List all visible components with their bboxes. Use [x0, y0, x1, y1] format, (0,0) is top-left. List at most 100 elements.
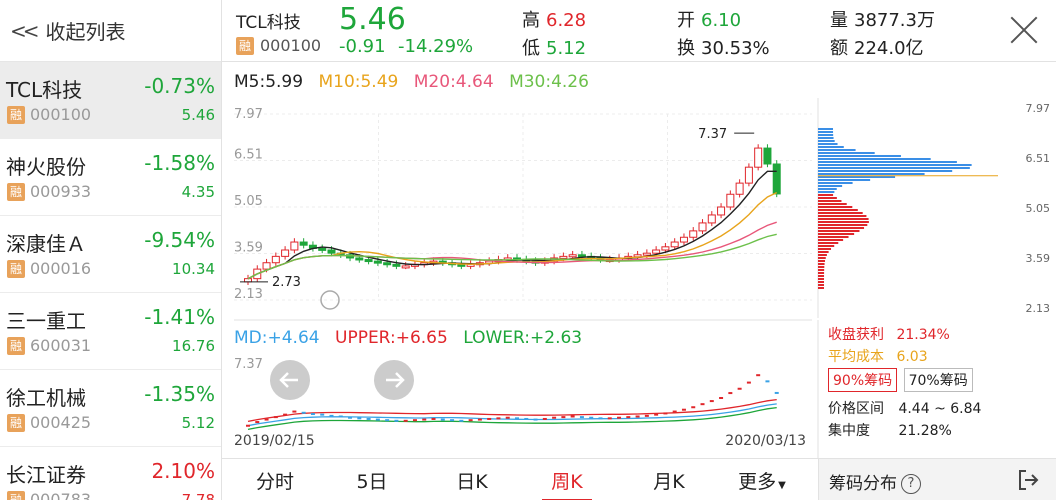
- chip-bar: [818, 173, 925, 175]
- candle-body: [642, 252, 651, 256]
- candle-body: [568, 254, 577, 258]
- chip-bar: [818, 182, 853, 184]
- candle-body: [364, 259, 373, 263]
- kline-chart[interactable]: 7.97 6.51 5.05 3.59 2.13 7.37 2.73 7.97 6.51 5.05…: [222, 62, 1056, 458]
- watchlist-item-name: 长江证券: [6, 463, 86, 487]
- dropdown-triangle-icon: ▼: [778, 480, 786, 491]
- candle-body: [698, 222, 707, 232]
- margin-badge: 融: [7, 106, 25, 124]
- tab-daily-k[interactable]: 日K: [456, 471, 488, 493]
- tab-more[interactable]: 更多 ▼: [738, 471, 786, 493]
- watchlist-item-pct: -0.73%: [144, 74, 215, 98]
- chip-tick-label: 7.97: [1026, 102, 1051, 115]
- chip-bar: [818, 176, 896, 178]
- candle-body: [717, 206, 726, 216]
- chip-bar: [818, 248, 832, 250]
- candle-body: [262, 262, 271, 270]
- watchlist-item[interactable]: 三一重工 -1.41% 融 600031 16.76: [0, 293, 221, 370]
- chip-distribution-button[interactable]: 筹码分布?: [818, 459, 1056, 500]
- candle-body: [327, 249, 336, 254]
- price-range-row: 价格区间 4.44 ~ 6.84: [828, 401, 982, 417]
- ma5-line: [247, 170, 777, 280]
- chip-bar: [818, 260, 826, 262]
- chip-bar: [818, 209, 858, 211]
- candle-body: [318, 247, 327, 251]
- candle-body: [726, 193, 735, 208]
- chart-left-arrow-glyph: [279, 372, 298, 388]
- chip-bar: [818, 179, 871, 181]
- tab-70-chips[interactable]: 70%筹码: [903, 368, 973, 392]
- chip-bar: [818, 287, 825, 289]
- tab-90-chips[interactable]: 90%筹码: [828, 368, 898, 392]
- avg-cost-row: 平均成本 6.03: [828, 349, 928, 365]
- chip-bar: [818, 233, 855, 235]
- exit-icon[interactable]: [1016, 468, 1040, 492]
- chip-stats-panel: 收盘获利 21.34% 平均成本 6.03 90%筹码 70%筹码 价格区间 4…: [818, 320, 1056, 458]
- candle-body: [559, 255, 568, 259]
- close-icon[interactable]: [1008, 14, 1040, 46]
- watchlist-item-name: 徐工机械: [6, 386, 86, 410]
- chip-bar: [818, 239, 844, 241]
- ma10-line: [247, 191, 778, 280]
- low-stat: 低 5.12: [522, 38, 587, 59]
- watchlist: TCL科技 -0.73% 融 000100 5.46 神火股份 -1.58% 融 000933 4…: [0, 62, 221, 500]
- tab-5day[interactable]: 5日: [356, 471, 388, 493]
- high-price-annotation: 7.37: [698, 127, 727, 142]
- watchlist-item[interactable]: 神火股份 -1.58% 融 000933 4.35: [0, 139, 221, 216]
- price-change-pct: -14.29%: [398, 36, 474, 57]
- chip-bar: [818, 206, 853, 208]
- watchlist-item-price: 4.35: [181, 183, 215, 201]
- tab-monthly-k[interactable]: 月K: [653, 471, 685, 493]
- watchlist-item[interactable]: 徐工机械 -1.35% 融 000425 5.12: [0, 370, 221, 447]
- price-tick-label: 7.97: [234, 107, 263, 122]
- date-end-label: 2020/03/13: [725, 433, 806, 449]
- lower-label: LOWER:+2.63: [463, 328, 583, 348]
- watchlist-item[interactable]: 深康佳Ａ -9.54% 融 000016 10.34: [0, 216, 221, 293]
- chip-bar: [818, 215, 867, 217]
- margin-badge: 融: [7, 260, 25, 278]
- watchlist-item-pct: 2.10%: [151, 459, 215, 483]
- margin-badge: 融: [7, 414, 25, 432]
- lower-band: [247, 406, 777, 431]
- price-tick-label: 3.59: [234, 241, 263, 256]
- help-icon[interactable]: ?: [901, 474, 921, 494]
- period-tabs: 分时 5日 日K 周K 月K 更多 ▼ 筹码分布?: [222, 458, 1056, 500]
- ma20-line: [247, 221, 777, 280]
- candle-body: [707, 214, 716, 224]
- ma-legend: M5:5.99 M10:5.49 M20:4.64 M30:4.26: [234, 72, 599, 92]
- watchlist-item-price: 5.46: [181, 106, 215, 124]
- watchlist-item-code: 000100: [30, 105, 92, 124]
- chip-tabs: 90%筹码 70%筹码: [828, 368, 975, 392]
- chip-bar: [818, 284, 825, 286]
- watchlist-item-name: 神火股份: [6, 155, 86, 179]
- candle-body: [373, 260, 382, 264]
- candle-body: [772, 163, 781, 195]
- md-line: [247, 403, 777, 427]
- tab-weekly-k[interactable]: 周K: [532, 467, 602, 500]
- chip-bar: [818, 221, 869, 223]
- chip-bar: [818, 275, 825, 277]
- chip-bar: [818, 245, 835, 247]
- chip-bar: [818, 170, 953, 172]
- chip-bar: [818, 251, 829, 253]
- watchlist-item-code: 000933: [30, 182, 92, 201]
- candle-body: [652, 249, 661, 254]
- watchlist-item[interactable]: TCL科技 -0.73% 融 000100 5.46: [0, 62, 221, 139]
- chip-bar: [818, 140, 835, 142]
- candle-body: [290, 241, 299, 251]
- chip-bar: [818, 152, 875, 154]
- chip-bar: [818, 281, 825, 283]
- tab-intraday[interactable]: 分时: [255, 471, 294, 493]
- candle-body: [392, 263, 401, 267]
- upper-band: [247, 398, 777, 423]
- watchlist-item-name: 三一重工: [6, 309, 86, 333]
- collapse-list-button[interactable]: << 收起列表: [0, 0, 221, 62]
- watchlist-item-pct: -1.58%: [144, 151, 215, 175]
- margin-badge: 融: [236, 37, 254, 55]
- date-start-label: 2019/02/15: [234, 433, 315, 449]
- chip-bar: [818, 218, 869, 220]
- watchlist-item[interactable]: 长江证券 2.10% 融 000783 7.78: [0, 447, 221, 500]
- candle-body: [744, 166, 753, 184]
- chart-area: M5:5.99 M10:5.49 M20:4.64 M30:4.26 7.97 6…: [222, 62, 1056, 458]
- chip-bar: [818, 191, 835, 193]
